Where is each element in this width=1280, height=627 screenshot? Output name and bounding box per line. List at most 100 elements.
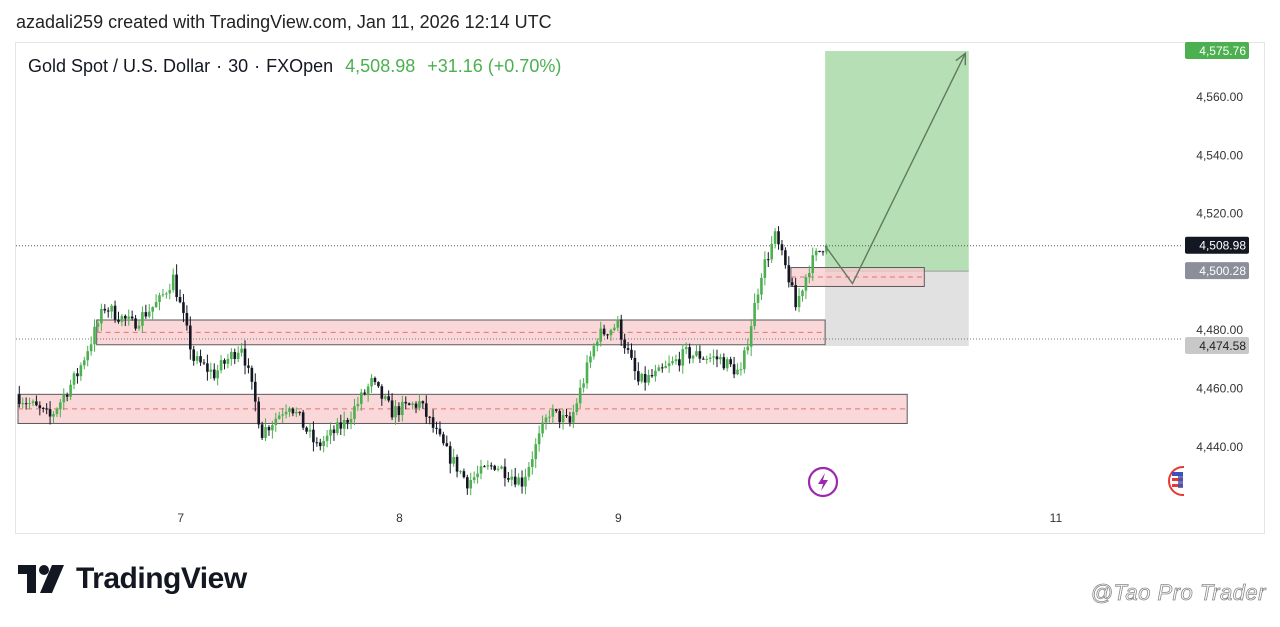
candle: [435, 421, 438, 435]
candle: [640, 372, 644, 384]
candle: [62, 388, 66, 411]
candle: [48, 401, 52, 425]
y-tick-label: 4,560.00: [1196, 90, 1243, 104]
candle: [18, 385, 21, 408]
svg-text:4,500.28: 4,500.28: [1199, 264, 1246, 278]
candle: [466, 474, 469, 495]
candle: [192, 345, 196, 366]
candle: [811, 247, 815, 281]
candle: [548, 410, 551, 423]
candle: [212, 363, 216, 381]
candle: [643, 366, 647, 391]
x-tick-label: 9: [615, 511, 622, 525]
candle: [705, 355, 709, 364]
candle: [329, 422, 332, 445]
chart-frame[interactable]: [15, 42, 1265, 534]
candle: [448, 441, 452, 474]
candle: [35, 395, 38, 407]
candle: [325, 430, 329, 448]
candle: [243, 340, 247, 375]
candle: [507, 472, 510, 483]
candle: [698, 345, 702, 364]
candle: [469, 472, 473, 496]
candle: [428, 415, 431, 425]
candle: [366, 383, 370, 402]
candle: [315, 437, 319, 447]
candle: [134, 315, 137, 331]
candle: [195, 351, 199, 365]
projection-path[interactable]: [824, 52, 966, 285]
candle: [637, 362, 640, 386]
candle: [360, 388, 363, 411]
projection-arrowhead: [955, 51, 967, 66]
candle: [790, 277, 794, 287]
candle: [702, 356, 705, 360]
candle: [459, 470, 462, 475]
candle: [28, 397, 31, 409]
candle: [100, 303, 103, 331]
candle: [431, 409, 435, 433]
candle: [185, 305, 189, 331]
candle: [281, 407, 284, 424]
candle: [264, 418, 267, 442]
candle: [773, 228, 777, 249]
tradingview-brand[interactable]: TradingView: [18, 562, 247, 596]
candle: [613, 323, 616, 332]
candle: [171, 268, 175, 293]
candle: [575, 398, 579, 416]
candle: [312, 421, 315, 452]
candle: [267, 425, 271, 436]
candle: [387, 390, 390, 403]
candle: [568, 411, 572, 427]
symbol-interval: 30: [228, 56, 249, 76]
candle: [496, 465, 500, 472]
us-flag-icon[interactable]: [1168, 466, 1197, 496]
candle: [82, 356, 86, 370]
candle: [158, 292, 161, 311]
candle: [821, 250, 825, 256]
candle: [394, 400, 397, 425]
candle: [253, 373, 257, 412]
candle: [503, 458, 507, 487]
candle: [96, 319, 100, 333]
lightning-icon[interactable]: [807, 466, 839, 498]
chart-caption: azadali259 created with TradingView.com,…: [16, 12, 552, 32]
candle: [554, 408, 558, 413]
candle: [117, 311, 120, 324]
candle: [500, 465, 503, 470]
symbol-legend[interactable]: Gold Spot / U.S. Dollar · 30 · FXOpen 4,508.9…: [28, 56, 562, 76]
candle: [110, 304, 113, 319]
candle: [38, 401, 42, 416]
candle: [202, 359, 206, 365]
candle: [72, 371, 76, 390]
candle: [455, 454, 459, 478]
candle: [288, 406, 291, 417]
candle: [86, 345, 89, 367]
candle: [489, 462, 493, 470]
candle: [678, 351, 681, 372]
candle: [247, 358, 250, 374]
candle: [182, 294, 185, 323]
candle: [712, 349, 715, 365]
candle: [633, 350, 637, 380]
candle: [380, 384, 384, 406]
candle: [808, 265, 811, 284]
candle: [168, 283, 172, 300]
candle: [688, 343, 691, 364]
y-tick-label: 4,520.00: [1196, 207, 1243, 221]
candle: [760, 273, 763, 301]
tradingview-logo-icon: [18, 565, 64, 593]
candle: [308, 423, 312, 438]
candle: [732, 356, 736, 379]
candle: [41, 406, 45, 413]
candle: [52, 411, 55, 424]
target-area[interactable]: [825, 51, 969, 272]
candle: [746, 338, 750, 355]
candle: [209, 362, 213, 380]
candle: [595, 338, 599, 352]
price-change: +31.16 (+0.70%): [427, 56, 562, 76]
candle: [397, 402, 401, 422]
candle: [524, 468, 527, 495]
candle: [178, 289, 182, 304]
